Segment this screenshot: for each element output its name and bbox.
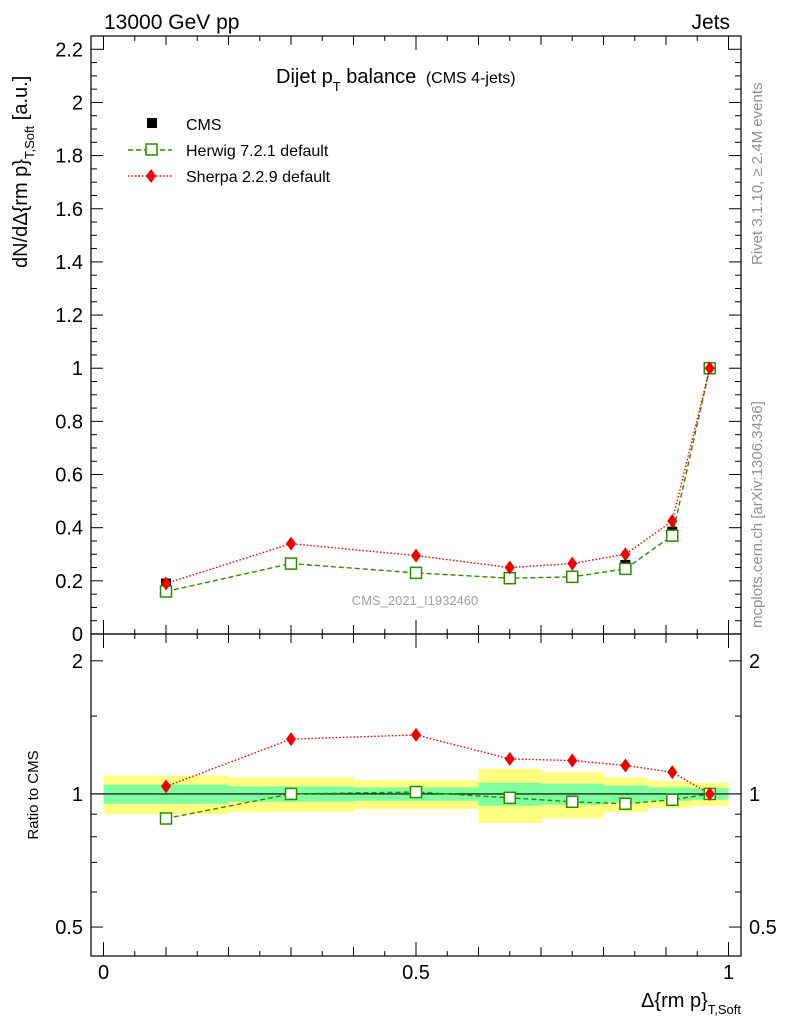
legend-cms-marker: [147, 118, 157, 128]
header-process-label: Jets: [691, 11, 730, 34]
ratio-plot-frame: [90, 633, 742, 957]
y-tick-label: 0.8: [55, 411, 83, 433]
sherpa-ratio-point: [567, 753, 578, 768]
y-tick-label: 2.2: [55, 39, 83, 61]
ratio-y-tick-label-right: 2: [749, 651, 760, 673]
legend-sherpa-marker: [146, 169, 156, 183]
ratio-y-tick-label-right: 1: [749, 784, 760, 806]
y-tick-label: 2: [72, 92, 83, 114]
main-y-axis-label: dN/dΔ{rm p}T,Soft [a.u.]: [10, 76, 37, 268]
sherpa-data-point: [704, 361, 715, 376]
sherpa-data-point: [286, 536, 296, 551]
sherpa-line: [165, 368, 711, 585]
herwig-data-point: [409, 566, 423, 580]
legend-cms-label: CMS: [186, 117, 222, 134]
y-tick-label: 1.6: [55, 199, 83, 221]
y-tick-label: 1: [72, 358, 83, 380]
mcplots-label: mcplots.cern.ch [arXiv:1306.3436]: [749, 401, 766, 628]
axis-ticks: 0 0.2 0.4 0.6 0.8 1 1.2 1.4 1.6 1.8 2 2.2 0.5 0.5 1 1 2 2…: [55, 36, 777, 984]
herwig-ratio-point: [666, 793, 679, 807]
sherpa-data-point: [504, 560, 515, 575]
ratio-y-tick-label: 1: [72, 784, 83, 806]
sherpa-ratio-point: [620, 758, 631, 773]
herwig-ratio-point: [409, 785, 423, 799]
legend-herwig-label: Herwig 7.2.1 default: [186, 143, 329, 160]
ratio-y-tick-label: 0.5: [55, 917, 83, 939]
herwig-data-point: [666, 529, 679, 542]
herwig-data-point: [566, 570, 579, 584]
x-axis-label: Δ{rm p}T,Soft: [641, 990, 741, 1017]
sherpa-data-point: [567, 556, 578, 571]
x-tick-label: 0.5: [402, 962, 430, 984]
ratio-y-tick-label: 2: [72, 651, 83, 673]
herwig-data-point: [619, 562, 632, 576]
x-axis-label-subscript: T,Soft: [708, 1002, 742, 1017]
plot-frames: [90, 35, 742, 957]
chart-title: Dijet pT balance (CMS 4-jets): [276, 66, 516, 94]
analysis-watermark: CMS_2021_I1932460: [352, 593, 479, 608]
main-y-axis-label-text: dN/dΔ{rm p}: [10, 159, 32, 268]
legend: CMS Herwig 7.2.1 default Sherpa 2.2.9 de…: [128, 117, 331, 186]
herwig-ratio-line: [165, 791, 710, 820]
x-tick-label: 0: [98, 962, 109, 984]
chart-title-note: (CMS 4-jets): [426, 70, 516, 87]
y-tick-label: 1.2: [55, 305, 83, 327]
sherpa-ratio-line: [165, 734, 711, 795]
sherpa-data-point: [411, 548, 421, 563]
y-tick-label: 1.8: [55, 146, 83, 168]
sherpa-ratio-point: [161, 779, 171, 794]
main-y-axis-label-subscript: T,Soft: [22, 125, 37, 159]
ratio-y-tick-label-right: 0.5: [749, 917, 777, 939]
herwig-ratio-point: [566, 795, 579, 809]
data-marks: [159, 361, 716, 825]
legend-sherpa-label: Sherpa 2.2.9 default: [186, 169, 331, 186]
chart-title-tail: balance: [341, 66, 417, 88]
main-y-axis-label-unit: [a.u.]: [10, 76, 32, 126]
y-tick-label: 0.4: [55, 518, 83, 540]
y-tick-label: 0.2: [55, 571, 83, 593]
y-tick-label: 0: [72, 624, 83, 646]
y-tick-label: 1.4: [55, 252, 83, 274]
sherpa-ratio-point: [667, 765, 678, 780]
herwig-ratio-point: [284, 787, 298, 801]
herwig-ratio-point: [619, 797, 632, 811]
herwig-data-point: [284, 557, 298, 570]
sherpa-data-point: [161, 576, 171, 591]
x-tick-label: 1: [723, 962, 734, 984]
legend-herwig-marker: [145, 143, 158, 156]
x-axis-label-text: Δ{rm p}: [641, 990, 708, 1012]
sherpa-ratio-point: [504, 751, 515, 766]
chart-title-subscript: T: [333, 79, 341, 94]
sherpa-ratio-point: [411, 727, 421, 742]
sherpa-data-point: [667, 514, 678, 529]
ratio-y-axis-label: Ratio to CMS: [25, 750, 42, 839]
rivet-version-label: Rivet 3.1.10, ≥ 2.4M events: [749, 83, 766, 266]
herwig-ratio-point: [503, 791, 516, 805]
chart-title-main: Dijet p: [276, 66, 333, 88]
sherpa-ratio-point: [286, 732, 296, 747]
herwig-ratio-point: [159, 812, 173, 825]
y-tick-label: 0.6: [55, 465, 83, 487]
sherpa-ratio-point: [704, 786, 715, 801]
sherpa-data-point: [620, 547, 631, 562]
herwig-line: [165, 368, 711, 593]
header-energy-label: 13000 GeV pp: [104, 11, 239, 34]
